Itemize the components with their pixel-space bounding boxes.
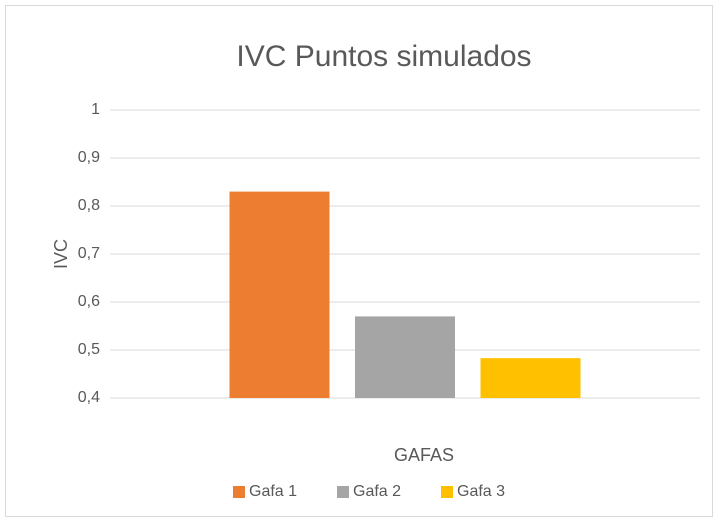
legend-swatch — [233, 486, 245, 498]
y-tick-label: 0,8 — [78, 197, 100, 214]
bar — [229, 191, 330, 398]
y-tick-label: 0,6 — [78, 293, 100, 310]
x-axis-label: GAFAS — [394, 445, 454, 465]
legend-swatch — [337, 486, 349, 498]
legend-label: Gafa 1 — [249, 483, 297, 500]
y-tick-label: 0,9 — [78, 149, 100, 166]
chart-title: IVC Puntos simulados — [236, 40, 531, 73]
legend-swatch — [441, 486, 453, 498]
y-tick-label: 0,4 — [78, 389, 100, 406]
legend-label: Gafa 3 — [457, 483, 505, 500]
y-axis-label: IVC — [51, 239, 71, 269]
legend-label: Gafa 2 — [353, 483, 401, 500]
y-tick-label: 0,5 — [78, 341, 100, 358]
y-tick-label: 0,7 — [78, 245, 100, 262]
bar — [480, 358, 581, 398]
bar — [355, 316, 455, 398]
y-tick-label: 1 — [91, 101, 100, 118]
chart-border — [5, 5, 713, 517]
